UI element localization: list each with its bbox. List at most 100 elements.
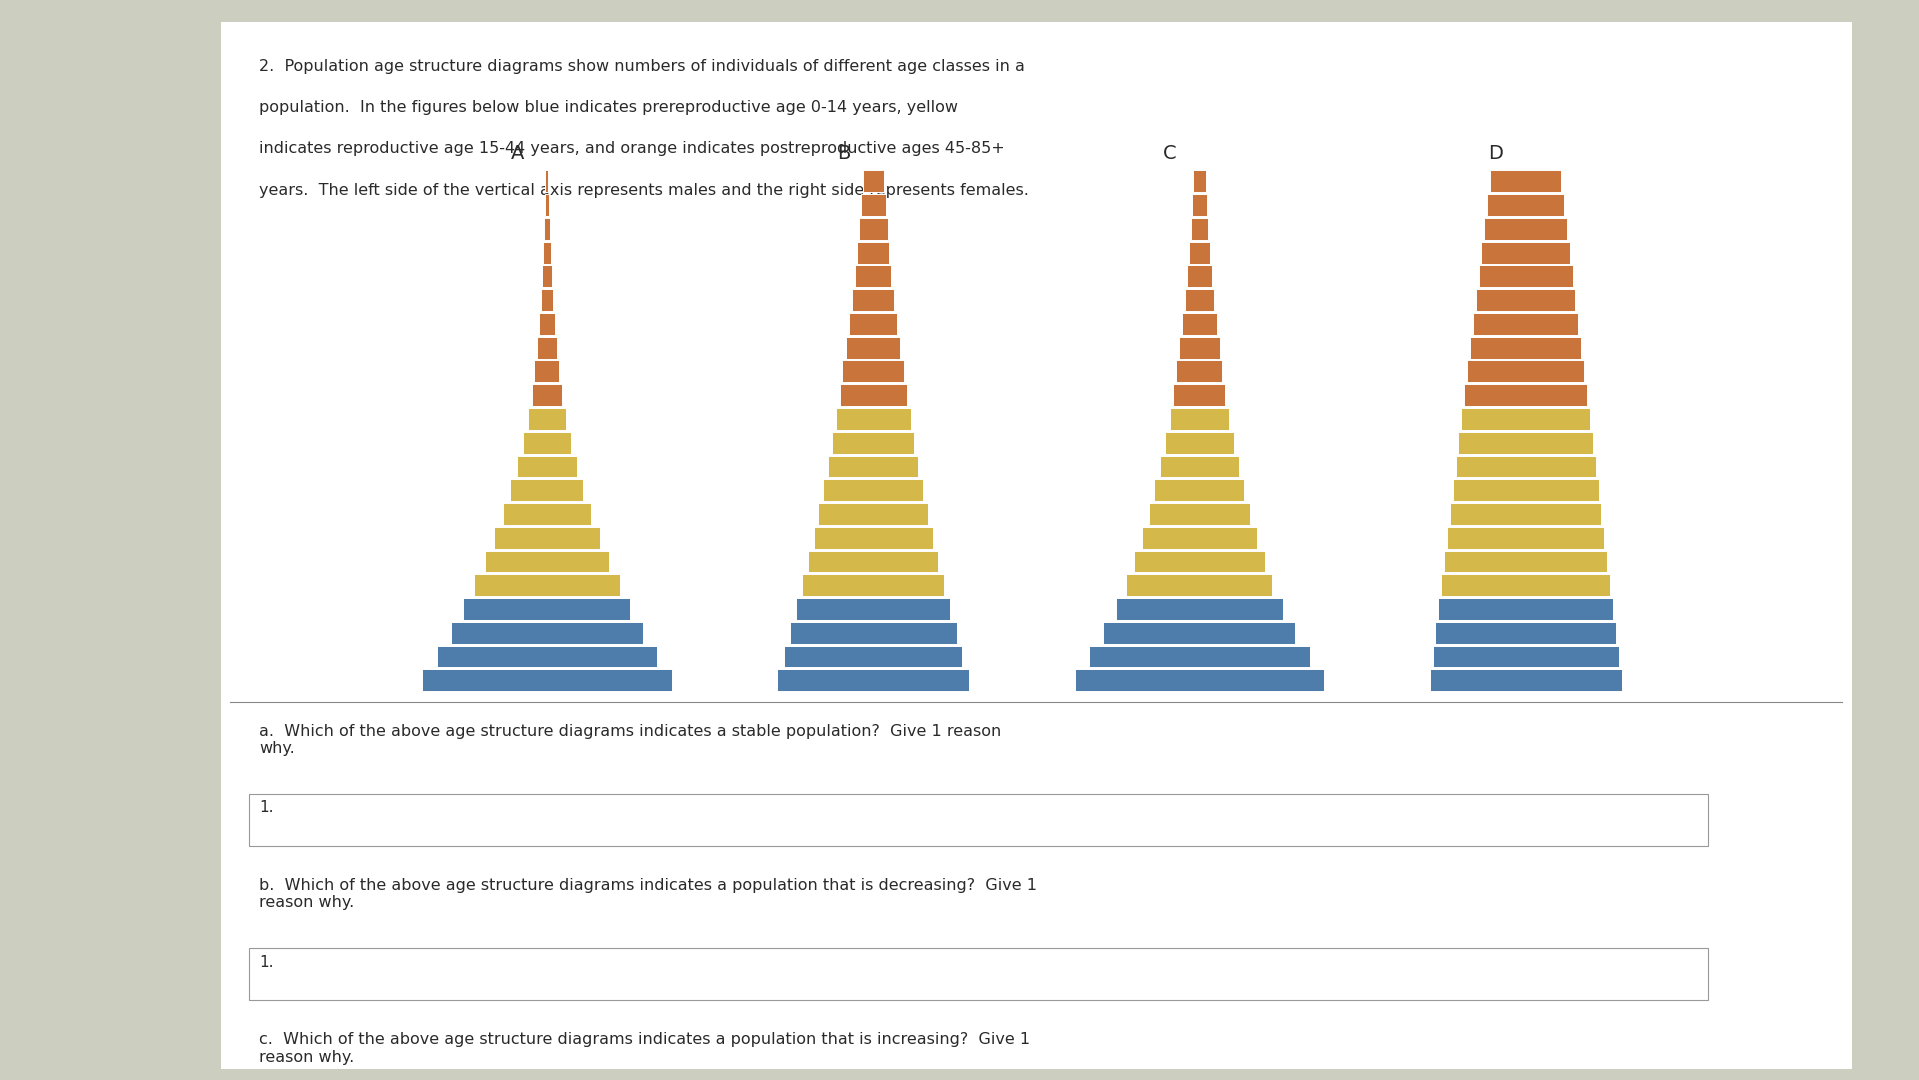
FancyBboxPatch shape xyxy=(1126,575,1272,596)
FancyBboxPatch shape xyxy=(856,242,890,264)
FancyBboxPatch shape xyxy=(533,361,560,382)
FancyBboxPatch shape xyxy=(1468,361,1585,382)
FancyBboxPatch shape xyxy=(1075,670,1324,691)
FancyBboxPatch shape xyxy=(532,384,562,406)
FancyBboxPatch shape xyxy=(1445,551,1608,572)
FancyBboxPatch shape xyxy=(1432,646,1620,667)
Text: c.  Which of the above age structure diagrams indicates a population that is inc: c. Which of the above age structure diag… xyxy=(259,1032,1031,1065)
FancyBboxPatch shape xyxy=(856,266,890,287)
Text: years.  The left side of the vertical axis represents males and the right side r: years. The left side of the vertical axi… xyxy=(259,183,1029,198)
FancyBboxPatch shape xyxy=(1491,171,1562,192)
FancyBboxPatch shape xyxy=(1457,456,1597,477)
FancyBboxPatch shape xyxy=(1117,598,1284,620)
FancyBboxPatch shape xyxy=(791,622,958,644)
FancyBboxPatch shape xyxy=(464,598,629,620)
FancyBboxPatch shape xyxy=(777,670,969,691)
Text: 2.  Population age structure diagrams show numbers of individuals of different a: 2. Population age structure diagrams sho… xyxy=(259,59,1025,75)
FancyBboxPatch shape xyxy=(1474,313,1579,335)
FancyBboxPatch shape xyxy=(516,456,578,477)
FancyBboxPatch shape xyxy=(1194,171,1207,192)
FancyBboxPatch shape xyxy=(846,337,900,359)
FancyBboxPatch shape xyxy=(862,194,887,216)
FancyBboxPatch shape xyxy=(814,527,933,549)
Text: A: A xyxy=(510,144,524,163)
FancyBboxPatch shape xyxy=(1176,361,1222,382)
FancyBboxPatch shape xyxy=(1453,480,1599,501)
FancyBboxPatch shape xyxy=(1192,194,1207,216)
FancyBboxPatch shape xyxy=(545,218,549,240)
Text: B: B xyxy=(837,144,850,163)
FancyBboxPatch shape xyxy=(1441,575,1610,596)
FancyBboxPatch shape xyxy=(493,527,599,549)
FancyBboxPatch shape xyxy=(808,551,938,572)
FancyBboxPatch shape xyxy=(510,480,583,501)
FancyBboxPatch shape xyxy=(1451,503,1602,525)
FancyBboxPatch shape xyxy=(1439,598,1612,620)
FancyBboxPatch shape xyxy=(796,598,950,620)
FancyBboxPatch shape xyxy=(522,432,572,454)
FancyBboxPatch shape xyxy=(1155,480,1245,501)
FancyBboxPatch shape xyxy=(802,575,944,596)
FancyBboxPatch shape xyxy=(545,171,549,192)
Text: b.  Which of the above age structure diagrams indicates a population that is dec: b. Which of the above age structure diag… xyxy=(259,878,1036,910)
FancyBboxPatch shape xyxy=(474,575,620,596)
FancyBboxPatch shape xyxy=(1142,527,1257,549)
FancyBboxPatch shape xyxy=(1190,218,1209,240)
Text: D: D xyxy=(1487,144,1503,163)
FancyBboxPatch shape xyxy=(543,266,553,287)
FancyBboxPatch shape xyxy=(1159,456,1240,477)
FancyBboxPatch shape xyxy=(1435,622,1616,644)
FancyBboxPatch shape xyxy=(1458,432,1593,454)
FancyBboxPatch shape xyxy=(823,480,923,501)
FancyBboxPatch shape xyxy=(484,551,610,572)
FancyBboxPatch shape xyxy=(1174,384,1226,406)
FancyBboxPatch shape xyxy=(1470,337,1581,359)
FancyBboxPatch shape xyxy=(1134,551,1265,572)
FancyBboxPatch shape xyxy=(543,242,551,264)
FancyBboxPatch shape xyxy=(541,289,553,311)
FancyBboxPatch shape xyxy=(249,948,1708,1000)
FancyBboxPatch shape xyxy=(545,194,549,216)
FancyBboxPatch shape xyxy=(1447,527,1604,549)
Text: a.  Which of the above age structure diagrams indicates a stable population?  Gi: a. Which of the above age structure diag… xyxy=(259,724,1002,756)
FancyBboxPatch shape xyxy=(1480,266,1574,287)
FancyBboxPatch shape xyxy=(539,313,555,335)
FancyBboxPatch shape xyxy=(842,361,904,382)
FancyBboxPatch shape xyxy=(833,432,915,454)
FancyBboxPatch shape xyxy=(829,456,917,477)
FancyBboxPatch shape xyxy=(852,289,894,311)
FancyBboxPatch shape xyxy=(451,622,643,644)
FancyBboxPatch shape xyxy=(841,384,908,406)
FancyBboxPatch shape xyxy=(837,408,910,430)
FancyBboxPatch shape xyxy=(1476,289,1575,311)
FancyBboxPatch shape xyxy=(1186,266,1213,287)
Text: 1.: 1. xyxy=(259,955,274,970)
FancyBboxPatch shape xyxy=(864,171,885,192)
FancyBboxPatch shape xyxy=(1171,408,1230,430)
FancyBboxPatch shape xyxy=(860,218,887,240)
FancyBboxPatch shape xyxy=(503,503,591,525)
FancyBboxPatch shape xyxy=(1178,337,1220,359)
Text: 1.: 1. xyxy=(259,800,274,815)
FancyBboxPatch shape xyxy=(817,503,929,525)
FancyBboxPatch shape xyxy=(1090,646,1309,667)
FancyBboxPatch shape xyxy=(1464,384,1587,406)
FancyBboxPatch shape xyxy=(1190,242,1211,264)
FancyBboxPatch shape xyxy=(1103,622,1295,644)
FancyBboxPatch shape xyxy=(249,794,1708,846)
FancyBboxPatch shape xyxy=(1149,503,1251,525)
FancyBboxPatch shape xyxy=(221,22,1852,1069)
Text: population.  In the figures below blue indicates prereproductive age 0-14 years,: population. In the figures below blue in… xyxy=(259,100,958,116)
FancyBboxPatch shape xyxy=(436,646,656,667)
FancyBboxPatch shape xyxy=(422,670,672,691)
Text: C: C xyxy=(1163,144,1176,163)
FancyBboxPatch shape xyxy=(1487,194,1564,216)
FancyBboxPatch shape xyxy=(537,337,557,359)
FancyBboxPatch shape xyxy=(850,313,898,335)
FancyBboxPatch shape xyxy=(1182,313,1217,335)
FancyBboxPatch shape xyxy=(785,646,963,667)
FancyBboxPatch shape xyxy=(1430,670,1622,691)
FancyBboxPatch shape xyxy=(1186,289,1215,311)
FancyBboxPatch shape xyxy=(1485,218,1568,240)
FancyBboxPatch shape xyxy=(1462,408,1589,430)
